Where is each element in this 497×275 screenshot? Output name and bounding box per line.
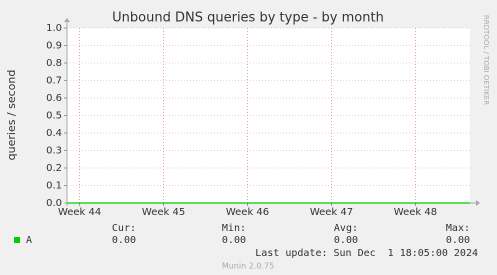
y-tick-label: 0.4 — [46, 128, 62, 139]
x-tick-label: Week 47 — [310, 207, 353, 218]
chart-title: Unbound DNS queries by type - by month — [112, 11, 384, 26]
stats-header: Min: — [222, 223, 246, 234]
legend-label: A — [26, 235, 32, 246]
y-tick-label: 0.1 — [46, 181, 62, 192]
y-tick-label: 0.5 — [46, 111, 62, 122]
x-tick-label: Week 44 — [58, 207, 101, 218]
y-tick-label: 0.6 — [46, 93, 62, 104]
stats-header: Cur: — [112, 223, 136, 234]
y-tick-label: 0.8 — [46, 58, 62, 69]
y-tick-label: 0.2 — [46, 163, 62, 174]
side-text: RRDTOOL / TOBI OETIKER — [482, 15, 490, 105]
y-tick-label: 1.0 — [46, 23, 62, 34]
x-tick-label: Week 45 — [142, 207, 185, 218]
stats-value: 0.00 — [446, 235, 470, 246]
axis-arrow — [476, 200, 480, 206]
stats-header: Max: — [446, 223, 470, 234]
x-tick-label: Week 46 — [226, 207, 269, 218]
y-tick-label: 0.9 — [46, 41, 62, 52]
stats-value: 0.00 — [334, 235, 358, 246]
stats-header: Avg: — [334, 223, 358, 234]
last-update: Last update: Sun Dec 1 18:05:00 2024 — [255, 248, 478, 259]
y-tick-label: 0.7 — [46, 76, 62, 87]
y-tick-label: 0.0 — [46, 198, 62, 209]
stats-value: 0.00 — [112, 235, 136, 246]
y-tick-label: 0.3 — [46, 146, 62, 157]
y-axis-label: queries / second — [5, 70, 18, 161]
footer: Munin 2.0.75 — [222, 262, 274, 271]
axis-arrow — [64, 18, 70, 22]
legend-swatch — [14, 237, 20, 243]
stats-value: 0.00 — [222, 235, 246, 246]
x-tick-label: Week 48 — [394, 207, 437, 218]
